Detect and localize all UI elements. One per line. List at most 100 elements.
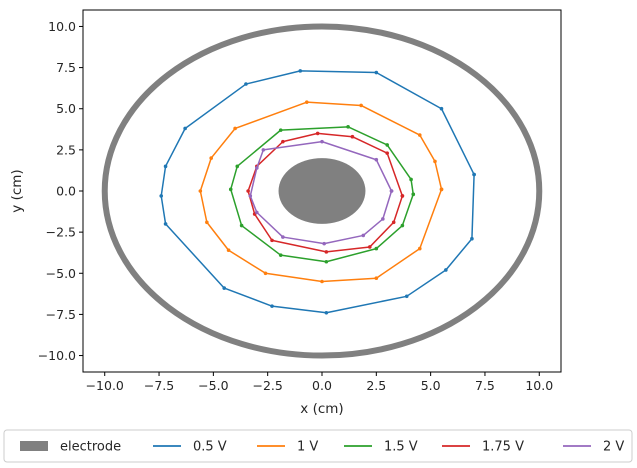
data-point-2v	[248, 194, 253, 198]
data-point-0_5v	[298, 69, 303, 73]
data-point-1_5v	[409, 177, 413, 182]
data-point-0_5v	[244, 82, 248, 86]
y-tick-label: 2.5	[56, 142, 76, 157]
legend-label: electrode	[60, 440, 121, 455]
data-point-0_5v	[159, 194, 164, 198]
data-point-1v	[359, 103, 363, 108]
legend-label: 1.75 V	[482, 440, 524, 455]
legend: electrode 0.5 V 1 V 1.5 V 1.75 V 2 V	[3, 429, 633, 463]
legend-label: 1 V	[297, 440, 318, 455]
data-point-1v	[209, 156, 213, 160]
data-point-0_5v	[470, 236, 474, 241]
series-1v	[198, 100, 444, 284]
data-point-2v	[361, 233, 366, 238]
data-point-2v	[255, 210, 259, 215]
data-point-2v	[322, 241, 326, 246]
data-point-0_5v	[163, 164, 168, 169]
data-point-1v	[226, 248, 231, 253]
series-line-2v	[249, 140, 393, 245]
data-point-2v	[381, 217, 385, 221]
data-point-1_75v	[324, 250, 329, 254]
data-point-2v	[374, 157, 379, 162]
data-point-2v	[281, 235, 285, 239]
data-point-1_75v	[246, 189, 250, 193]
data-point-1_5v	[411, 192, 416, 197]
data-point-0_5v	[222, 286, 227, 290]
legend-swatch-electrode	[20, 441, 48, 451]
series-1_5v	[228, 125, 416, 264]
x-tick-label: 0.0	[312, 378, 332, 393]
x-axis-label: x (cm)	[300, 401, 343, 417]
data-point-1v	[263, 271, 268, 276]
legend-label: 2 V	[603, 440, 624, 455]
x-tick-label: −5.0	[198, 378, 228, 393]
electrode-layer	[101, 23, 543, 359]
data-point-1_75v	[385, 151, 389, 155]
y-tick-label: −2.5	[46, 225, 76, 240]
data-point-1_5v	[324, 259, 329, 264]
electrode-inner-disk	[278, 158, 366, 224]
legend-box	[3, 429, 633, 463]
y-tick-label: −7.5	[46, 307, 76, 322]
y-tick-label: 7.5	[56, 60, 76, 75]
data-point-1_5v	[278, 253, 283, 257]
x-tick-label: 10.0	[525, 378, 553, 393]
data-point-1v	[417, 133, 422, 137]
data-point-1_75v	[270, 238, 274, 243]
data-point-0_5v	[444, 268, 448, 272]
data-point-1_75v	[350, 134, 355, 139]
data-point-1_5v	[239, 223, 244, 228]
x-tick-label: −2.5	[253, 378, 283, 393]
data-point-0_5v	[270, 304, 274, 308]
y-tick-label: −10.0	[38, 348, 76, 363]
data-point-1_75v	[400, 194, 405, 198]
data-point-1_75v	[368, 245, 372, 249]
data-point-1_5v	[228, 187, 233, 192]
data-point-1v	[304, 100, 309, 104]
data-point-1v	[433, 159, 437, 164]
data-point-1_5v	[400, 223, 405, 228]
x-tick-label: 5.0	[421, 378, 441, 393]
data-point-0_5v	[374, 70, 379, 75]
data-point-0_5v	[404, 294, 409, 299]
data-point-1v	[320, 279, 324, 284]
series-0_5v	[159, 69, 476, 315]
y-axis-label: y (cm)	[9, 169, 25, 212]
series-1_75v	[246, 131, 405, 254]
data-point-0_5v	[439, 106, 444, 111]
data-point-1_5v	[235, 164, 240, 169]
data-point-0_5v	[324, 310, 329, 315]
data-point-1_75v	[391, 220, 396, 225]
data-point-1_5v	[385, 143, 389, 147]
x-tick-label: −7.5	[144, 378, 174, 393]
data-point-1v	[205, 220, 209, 225]
data-point-1_75v	[315, 131, 320, 136]
y-axis-ticks: −10.0 −7.5 −5.0 −2.5 0.0 2.5 5.0 7.5 10.0	[38, 19, 83, 363]
series-layer	[159, 69, 476, 315]
series-2v	[248, 139, 394, 246]
y-tick-label: 10.0	[48, 19, 76, 34]
data-point-2v	[255, 166, 259, 170]
data-point-0_5v	[472, 172, 476, 177]
data-point-0_5v	[183, 126, 187, 131]
legend-label: 1.5 V	[384, 440, 418, 455]
data-point-1v	[417, 246, 422, 251]
data-point-2v	[320, 139, 324, 144]
data-point-1_75v	[281, 139, 285, 144]
x-tick-label: 2.5	[366, 378, 386, 393]
data-point-1v	[198, 189, 203, 193]
y-tick-label: −5.0	[46, 266, 76, 281]
data-point-1v	[233, 126, 237, 131]
data-point-1v	[374, 276, 379, 281]
data-point-2v	[261, 148, 266, 152]
data-point-1v	[439, 187, 444, 192]
data-point-1_5v	[346, 125, 350, 129]
y-tick-label: 5.0	[56, 101, 76, 116]
data-point-1_5v	[278, 128, 283, 132]
data-point-1_5v	[374, 246, 379, 251]
y-tick-label: 0.0	[56, 184, 76, 199]
plot-area	[101, 23, 543, 359]
x-tick-label: −10.0	[86, 378, 124, 393]
x-tick-label: 7.5	[475, 378, 495, 393]
